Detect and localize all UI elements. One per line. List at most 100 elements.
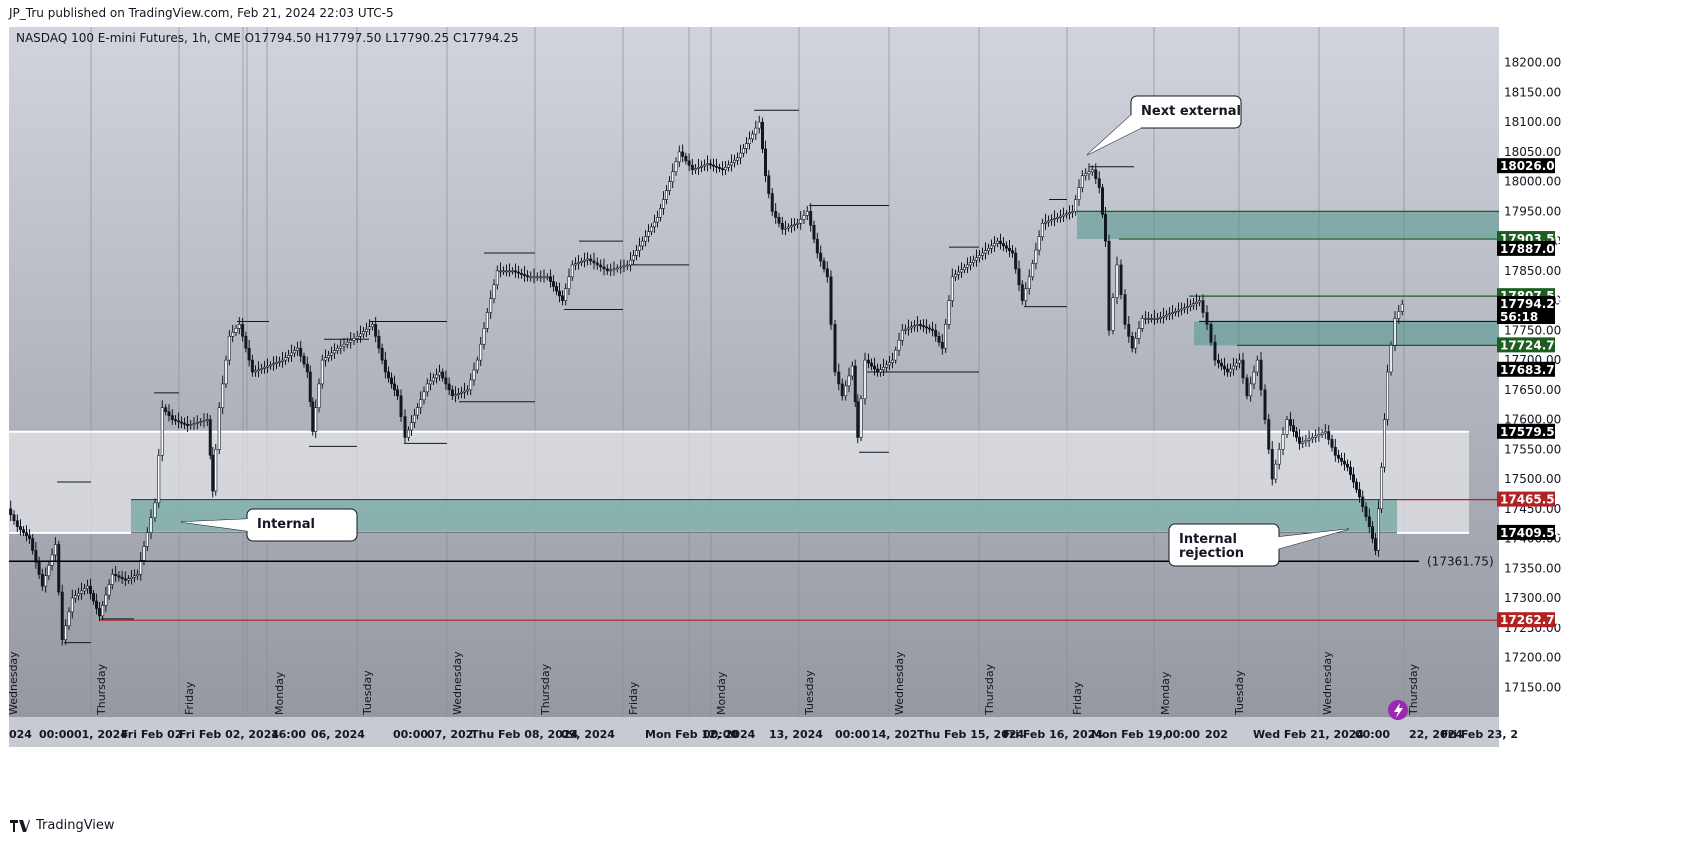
candle-body — [850, 365, 854, 377]
candle-body — [585, 258, 589, 261]
candle-body — [599, 264, 603, 268]
candle-body — [557, 290, 561, 297]
candle-body — [444, 377, 448, 385]
candle-body — [774, 211, 778, 218]
price-label-text: 17465.50 — [1500, 493, 1563, 507]
price-label-2: 17887.00 — [1497, 240, 1563, 256]
price-axis[interactable]: 17150.0017200.0017250.0017300.0017350.00… — [1504, 56, 1561, 695]
candle-body — [1174, 311, 1178, 313]
candle-body — [1314, 435, 1318, 438]
candle-body — [625, 264, 629, 267]
alert-icon[interactable] — [1388, 700, 1408, 720]
candle-body — [750, 133, 754, 140]
candle-body — [829, 276, 833, 325]
candle-body — [456, 393, 460, 395]
candle-body — [250, 359, 254, 373]
candle-body — [1171, 312, 1175, 315]
candle-body — [1255, 359, 1259, 373]
candle-body — [921, 325, 925, 328]
candle-body — [622, 265, 626, 268]
price-label-text: 17887.00 — [1500, 242, 1563, 256]
candle-body — [1223, 365, 1227, 370]
candle-body — [485, 312, 489, 329]
candle-body — [37, 562, 41, 575]
candle-body — [723, 167, 727, 171]
candle-body — [1292, 425, 1296, 432]
candle-body — [906, 327, 910, 330]
candle-body — [1217, 359, 1221, 364]
candle-body — [386, 371, 390, 379]
candle-body — [1389, 344, 1393, 373]
candle-body — [789, 225, 793, 228]
candle-body — [875, 368, 879, 373]
time-label-7: 00:00 — [393, 728, 428, 741]
price-chart[interactable]: (17361.75) 17150.00 17200.00 17250.00 17300… — [7, 27, 1689, 809]
plot-background — [9, 27, 1499, 717]
candle-body — [431, 377, 435, 382]
candle-body — [962, 267, 966, 270]
candle-body — [358, 333, 362, 337]
horizontal-line-label: (17361.75) — [1427, 554, 1494, 568]
candle-body — [637, 245, 641, 251]
candle-body — [274, 362, 278, 364]
candle-body — [1140, 318, 1144, 329]
candle-body — [1027, 276, 1031, 290]
swing-lines-layer — [57, 109, 1134, 644]
candle-body — [595, 262, 599, 266]
price-label-bg — [1497, 423, 1555, 439]
chart-svg[interactable]: (17361.75) 17150.0017200.0017250.0017300… — [7, 27, 1689, 809]
time-label-6: 06, 2024 — [311, 728, 365, 741]
candle-body — [757, 121, 761, 129]
day-label-9: Tuesday — [803, 670, 816, 716]
candle-body — [950, 276, 954, 301]
candle-body — [890, 359, 894, 363]
candle-body — [989, 245, 993, 249]
candle-body — [1213, 341, 1217, 361]
candle-body — [1180, 308, 1184, 311]
candle-body — [95, 600, 99, 609]
candle-body — [532, 276, 536, 279]
candle-body — [912, 325, 916, 328]
candle-body — [658, 208, 662, 218]
candle-body — [120, 576, 124, 580]
brand-footer[interactable]: TradingView — [10, 818, 115, 833]
price-label-bg — [1497, 296, 1555, 325]
price-tick-8: 17550.00 — [1504, 442, 1561, 456]
candle-body — [631, 255, 635, 261]
price-tick-19: 18100.00 — [1504, 115, 1561, 129]
price-tick-0: 17150.00 — [1504, 680, 1561, 694]
candle-body — [1050, 219, 1054, 222]
candle-body — [224, 359, 228, 385]
time-label-12: 00:00 — [703, 728, 738, 741]
candle-body — [24, 532, 28, 536]
candle-body — [472, 369, 476, 381]
candle-body — [44, 575, 48, 587]
candle-body — [863, 359, 867, 400]
candle-body — [186, 424, 190, 426]
candle-body — [1062, 214, 1066, 217]
candle-body — [539, 276, 543, 279]
candle-body — [1397, 311, 1401, 319]
time-label-5: 16:00 — [271, 728, 306, 741]
candle-body — [589, 258, 593, 262]
price-labels: 18026.0017903.5017887.0017807.5017794.25… — [1497, 158, 1563, 628]
annotation-next-external-box — [1130, 95, 1242, 129]
candle-body — [403, 416, 407, 438]
day-label-4: Tuesday — [361, 670, 374, 716]
candle-body — [489, 298, 493, 313]
candle-body — [1071, 211, 1075, 213]
candle-body — [1270, 449, 1274, 480]
price-label-text: 17579.50 — [1500, 425, 1563, 439]
annotation-internal: Internal — [180, 508, 358, 542]
candle-body — [1001, 243, 1005, 247]
candle-body — [909, 326, 913, 329]
candle-body — [1400, 303, 1404, 312]
candle-body — [231, 332, 235, 337]
candle-body — [311, 401, 315, 432]
candle-body — [770, 193, 774, 212]
candle-body — [1340, 457, 1344, 462]
candle-body — [57, 544, 61, 593]
annotation-next-external-text: Next external — [1141, 104, 1241, 119]
candle-body — [548, 276, 552, 282]
